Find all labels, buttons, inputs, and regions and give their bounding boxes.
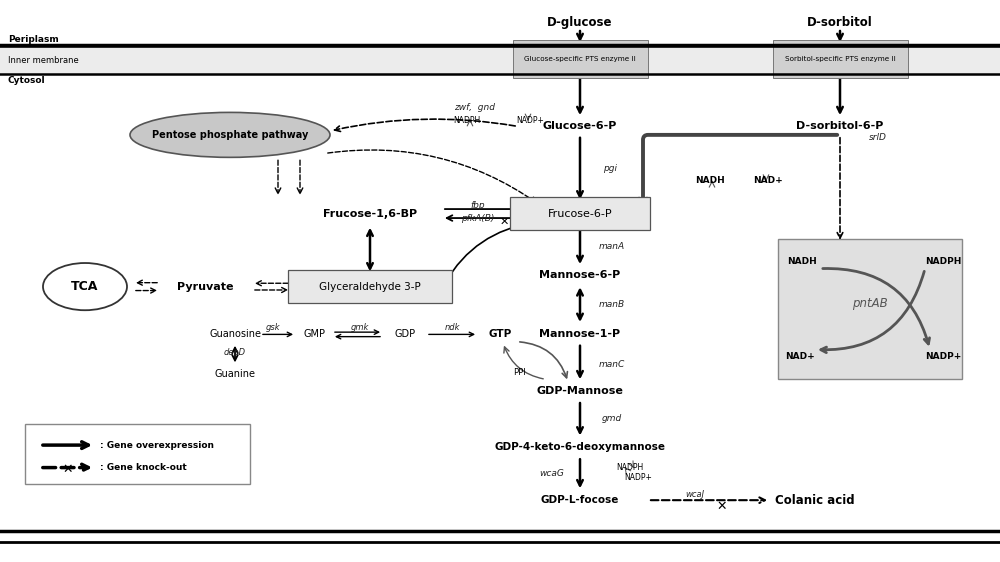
- Text: Colanic acid: Colanic acid: [775, 493, 855, 507]
- Text: NADH: NADH: [787, 257, 817, 266]
- FancyBboxPatch shape: [510, 197, 650, 230]
- Text: GDP: GDP: [394, 329, 416, 339]
- Text: TCA: TCA: [71, 280, 99, 293]
- Text: ✕: ✕: [499, 216, 509, 226]
- Text: Pentose phosphate pathway: Pentose phosphate pathway: [152, 130, 308, 140]
- Ellipse shape: [130, 112, 330, 157]
- Text: Guanine: Guanine: [214, 369, 256, 379]
- Text: ✕: ✕: [717, 500, 727, 514]
- Text: NADP+: NADP+: [624, 473, 652, 482]
- Text: gmk: gmk: [351, 323, 369, 332]
- FancyBboxPatch shape: [288, 270, 452, 303]
- Text: : Gene knock-out: : Gene knock-out: [100, 463, 187, 472]
- Text: NAD+: NAD+: [753, 176, 783, 185]
- Text: Frucose-6-P: Frucose-6-P: [548, 209, 612, 219]
- Text: fbp: fbp: [471, 201, 485, 210]
- Text: NADPH: NADPH: [616, 463, 644, 472]
- Text: GDP-Mannose: GDP-Mannose: [537, 386, 623, 396]
- Text: manB: manB: [599, 300, 625, 309]
- Bar: [0, 46, 1000, 74]
- Text: NADP+: NADP+: [925, 352, 961, 361]
- Text: GDP-4-keto-6-deoxymannose: GDP-4-keto-6-deoxymannose: [494, 442, 666, 452]
- Text: NADH: NADH: [695, 176, 725, 185]
- Text: pgi: pgi: [603, 164, 617, 173]
- Text: Mannose-1-P: Mannose-1-P: [539, 329, 621, 339]
- Text: ✕: ✕: [63, 463, 73, 476]
- Text: D-sorbitol-6-P: D-sorbitol-6-P: [796, 121, 884, 132]
- Text: pntAB: pntAB: [852, 297, 888, 310]
- Text: Mannose-6-P: Mannose-6-P: [539, 270, 621, 280]
- Text: Frucose-1,6-BP: Frucose-1,6-BP: [323, 209, 417, 219]
- Text: : Gene overexpression: : Gene overexpression: [100, 441, 214, 450]
- Text: deoD: deoD: [224, 348, 246, 357]
- FancyBboxPatch shape: [512, 40, 648, 78]
- Text: wcaG: wcaG: [540, 469, 564, 478]
- Text: gmd: gmd: [602, 414, 622, 423]
- Text: D-sorbitol: D-sorbitol: [807, 16, 873, 29]
- Text: srlD: srlD: [869, 133, 887, 142]
- Text: pfkA(B): pfkA(B): [461, 214, 495, 223]
- Text: manC: manC: [599, 360, 625, 369]
- Text: NADPH: NADPH: [453, 116, 481, 125]
- FancyBboxPatch shape: [778, 239, 962, 379]
- Text: Glucose-6-P: Glucose-6-P: [543, 121, 617, 132]
- Text: Sorbitol-specific PTS enzyme II: Sorbitol-specific PTS enzyme II: [785, 56, 895, 62]
- Text: PPI: PPI: [513, 368, 525, 377]
- Text: wcaJ: wcaJ: [685, 490, 705, 499]
- Text: Inner membrane: Inner membrane: [8, 56, 79, 65]
- Text: Periplasm: Periplasm: [8, 35, 59, 44]
- Text: gsk: gsk: [266, 323, 280, 332]
- Circle shape: [43, 263, 127, 310]
- Text: zwf,  gnd: zwf, gnd: [454, 103, 496, 112]
- Text: Pyruvate: Pyruvate: [177, 282, 233, 292]
- FancyBboxPatch shape: [772, 40, 908, 78]
- Text: Glucose-specific PTS enzyme II: Glucose-specific PTS enzyme II: [524, 56, 636, 62]
- Text: manA: manA: [599, 242, 625, 251]
- Text: Cytosol: Cytosol: [8, 76, 46, 85]
- Text: GDP-L-focose: GDP-L-focose: [541, 495, 619, 505]
- Text: NADP+: NADP+: [516, 116, 544, 125]
- FancyBboxPatch shape: [25, 424, 250, 484]
- Text: NAD+: NAD+: [785, 352, 815, 361]
- Text: GMP: GMP: [304, 329, 326, 339]
- Text: Glyceraldehyde 3-P: Glyceraldehyde 3-P: [319, 282, 421, 292]
- Text: NADPH: NADPH: [925, 257, 961, 266]
- Text: D-glucose: D-glucose: [547, 16, 613, 29]
- Text: GTP: GTP: [488, 329, 512, 339]
- Text: Guanosine: Guanosine: [209, 329, 261, 339]
- Text: ndk: ndk: [444, 323, 460, 332]
